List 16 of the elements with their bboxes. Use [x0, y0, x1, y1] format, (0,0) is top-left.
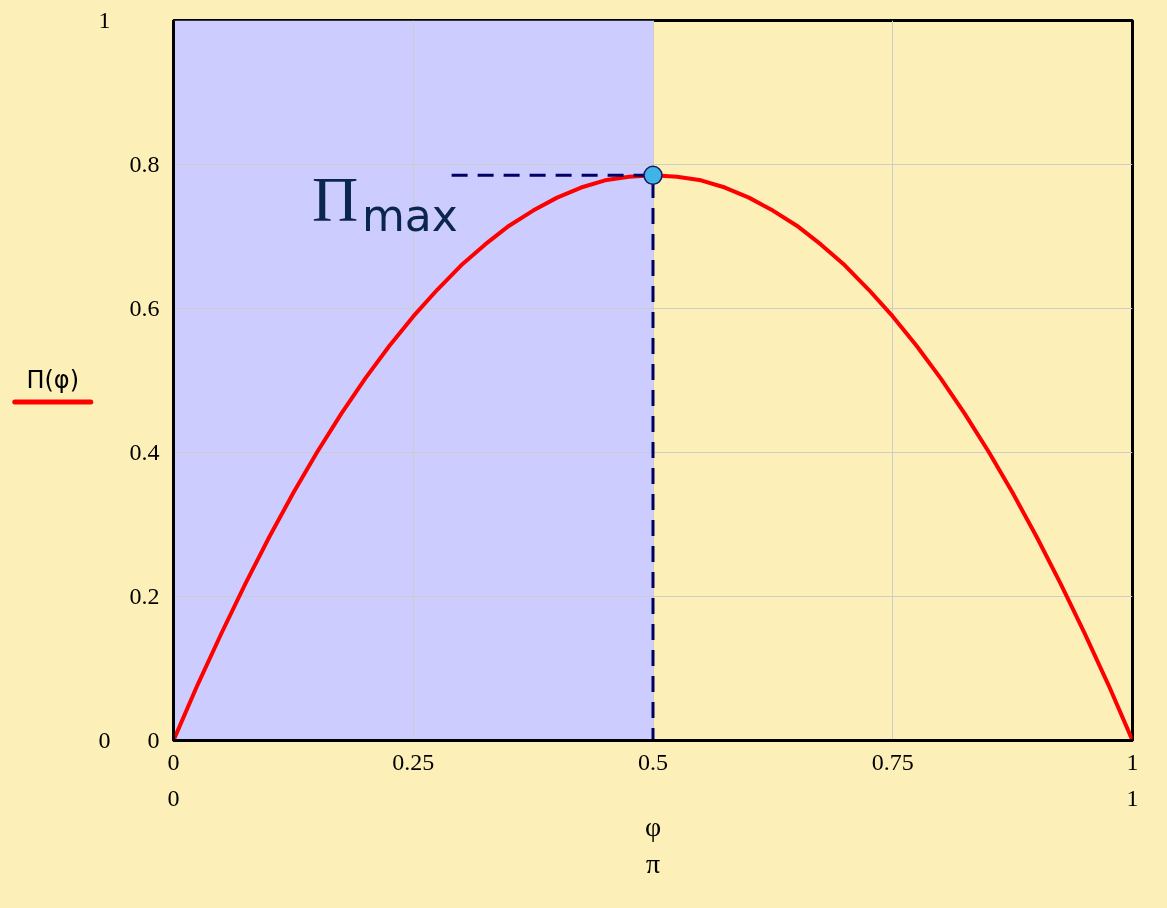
x-tick-label: 1: [1126, 748, 1139, 775]
text: 0: [98, 727, 111, 753]
y-tick-label: 0.8: [129, 151, 160, 177]
text: 1: [98, 7, 111, 33]
text: 1: [1126, 784, 1139, 811]
x-tick-label: 0.75: [871, 748, 914, 775]
x-tick-label: 0.5: [638, 748, 668, 775]
y-tick-label: 0.6: [129, 295, 160, 321]
y-tick-label: 0.2: [129, 583, 160, 609]
x-tick-label: 0.25: [392, 748, 435, 775]
y-tick-label: 0.4: [129, 439, 160, 465]
x-tick-label: 0: [167, 748, 180, 775]
y-tick-label: 0: [147, 727, 160, 753]
x-axis-title: φ π: [644, 810, 662, 879]
text: Π(φ): [26, 366, 80, 395]
text: 0: [167, 784, 180, 811]
